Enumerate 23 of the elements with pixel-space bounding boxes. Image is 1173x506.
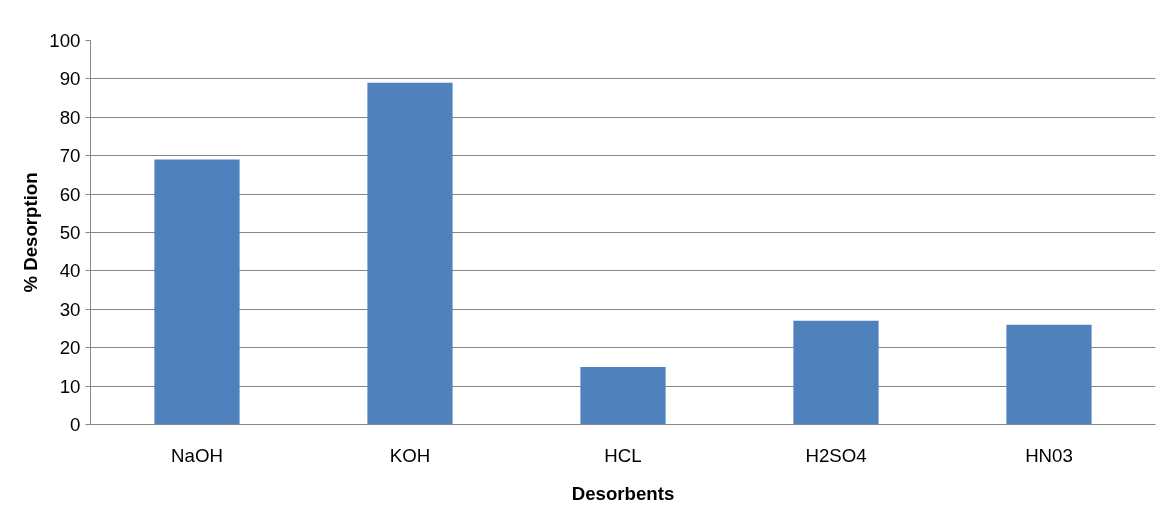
bar <box>367 82 453 425</box>
y-tick-label: 100 <box>49 30 81 51</box>
bar <box>580 366 666 425</box>
x-tick-label: HCL <box>604 444 642 466</box>
y-tick-label: 70 <box>59 145 81 167</box>
y-tick-label: 60 <box>59 183 81 205</box>
x-axis-title: Desorbents <box>571 482 675 504</box>
y-tick-label: 80 <box>59 106 81 128</box>
y-tick-label: 30 <box>59 298 81 320</box>
bar <box>154 159 240 425</box>
y-tick-label: 50 <box>59 222 81 243</box>
y-tick-label: 10 <box>59 375 81 397</box>
bar <box>793 320 879 425</box>
bar <box>1006 324 1092 425</box>
y-tick-label: 40 <box>59 260 81 282</box>
y-axis-title: % Desorption <box>20 172 42 293</box>
x-tick-label: KOH <box>389 444 431 466</box>
y-tick-label: 0 <box>70 414 81 435</box>
x-tick-label: H2SO4 <box>805 444 867 466</box>
x-tick-label: NaOH <box>171 444 223 466</box>
y-tick-label: 20 <box>59 337 81 359</box>
y-tick-label: 90 <box>59 68 81 90</box>
x-tick-label: HN03 <box>1025 444 1073 466</box>
